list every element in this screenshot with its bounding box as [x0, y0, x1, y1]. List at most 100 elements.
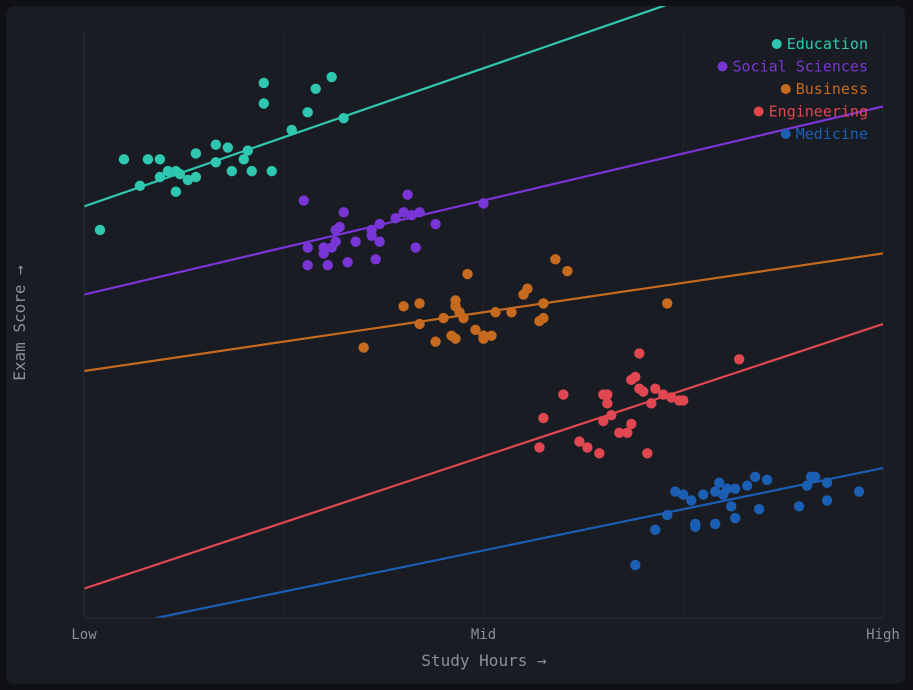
data-point	[650, 524, 661, 535]
legend-label: Social Sciences	[733, 58, 868, 76]
data-point	[398, 207, 409, 218]
data-point	[662, 509, 673, 521]
data-point	[666, 392, 677, 403]
legend: Education Social Sciences Business Engineer…	[717, 35, 868, 143]
data-point	[678, 395, 689, 406]
data-point	[266, 165, 277, 177]
legend-swatch	[717, 61, 728, 72]
data-point	[350, 236, 361, 247]
data-point	[210, 139, 222, 150]
data-point	[638, 386, 649, 397]
data-point	[286, 124, 297, 136]
data-point	[154, 154, 166, 165]
data-point	[478, 198, 489, 209]
data-point	[182, 174, 194, 186]
trend-line	[84, 252, 883, 373]
data-point	[614, 427, 625, 438]
data-point	[258, 77, 269, 89]
chart-card	[6, 6, 905, 684]
data-point	[698, 489, 709, 500]
data-point	[662, 298, 673, 309]
data-point	[406, 210, 417, 221]
data-point	[462, 268, 473, 280]
x-axis-label: Study Hours →	[421, 651, 547, 670]
legend-label: Engineering	[769, 103, 868, 121]
data-point	[430, 218, 441, 230]
data-point	[558, 389, 569, 400]
data-point	[562, 265, 573, 277]
data-point	[246, 165, 257, 177]
data-point	[538, 412, 549, 424]
data-point	[594, 448, 605, 459]
data-point	[646, 398, 657, 409]
data-point	[390, 212, 401, 224]
data-point	[522, 283, 533, 294]
data-point	[450, 295, 461, 306]
data-point	[174, 168, 186, 180]
data-point	[318, 248, 329, 259]
data-point	[222, 142, 234, 153]
x-tick-label: Mid	[471, 627, 496, 643]
data-point	[94, 224, 106, 236]
data-point	[330, 236, 341, 247]
data-point	[761, 474, 773, 486]
data-point	[118, 154, 130, 165]
data-point	[414, 298, 425, 309]
data-points	[94, 71, 865, 571]
data-point	[170, 186, 182, 197]
x-tick-label: High	[866, 627, 900, 643]
x-tick-labels: Low Mid High	[71, 627, 900, 643]
data-point	[650, 383, 661, 394]
data-point	[710, 486, 721, 497]
data-point	[821, 477, 833, 488]
data-point	[210, 157, 222, 168]
data-point	[486, 330, 497, 341]
data-point	[458, 312, 469, 324]
data-point	[658, 389, 669, 400]
data-point	[338, 207, 349, 218]
data-point	[538, 312, 549, 324]
data-point	[733, 354, 745, 365]
data-point	[793, 501, 805, 512]
data-point	[678, 489, 689, 500]
data-point	[550, 254, 561, 265]
data-point	[258, 98, 269, 109]
data-point	[853, 486, 865, 497]
data-point	[190, 148, 202, 159]
data-point	[710, 518, 721, 530]
data-point	[322, 260, 333, 271]
data-point	[690, 521, 701, 533]
data-point	[670, 486, 681, 497]
data-point	[630, 559, 641, 571]
data-point	[358, 342, 369, 353]
data-point	[326, 71, 337, 83]
data-point	[478, 333, 489, 344]
legend-swatch	[780, 129, 791, 139]
data-point	[801, 480, 813, 491]
legend-swatch	[780, 84, 791, 94]
data-point	[749, 471, 761, 483]
legend-label: Medicine	[796, 125, 868, 143]
data-point	[602, 389, 613, 400]
data-point	[338, 113, 349, 124]
data-point	[410, 242, 421, 253]
data-point	[714, 477, 725, 488]
data-point	[630, 371, 641, 383]
data-point	[634, 348, 645, 359]
data-point	[366, 230, 377, 241]
legend-swatch	[771, 39, 782, 49]
data-point	[506, 307, 517, 318]
data-point	[374, 236, 385, 247]
data-point	[450, 333, 461, 344]
data-point	[342, 257, 353, 268]
legend-label: Business	[796, 80, 868, 98]
data-point	[582, 442, 593, 453]
data-point	[162, 165, 174, 177]
data-point	[438, 312, 449, 324]
data-point	[741, 480, 753, 491]
axes	[83, 30, 883, 619]
data-point	[606, 409, 617, 421]
trend-line	[84, 322, 883, 590]
data-point	[226, 165, 238, 177]
data-point	[238, 154, 249, 165]
